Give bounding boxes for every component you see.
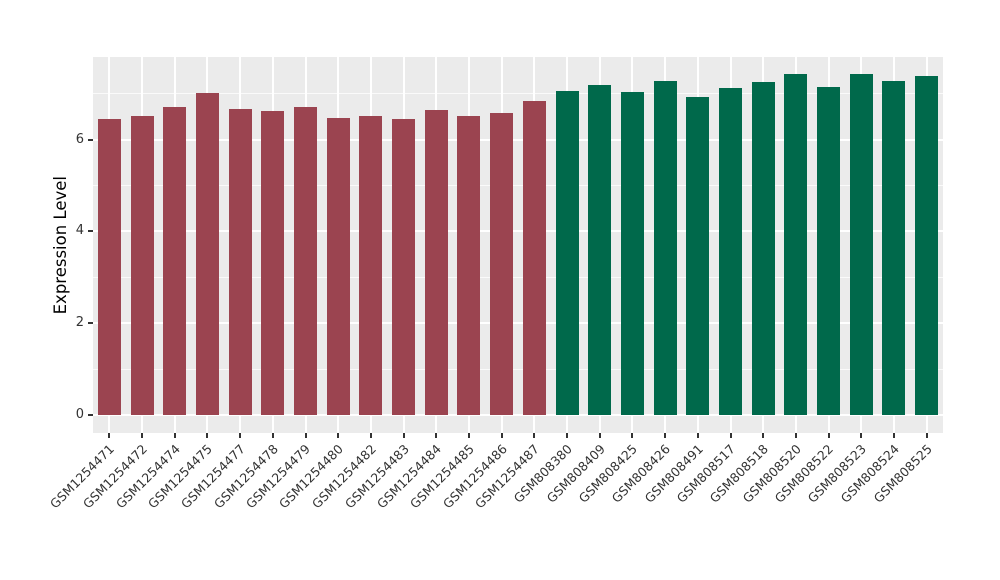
bar-GSM1254471 [97,119,121,415]
x-tick-mark-GSM1254475 [206,433,209,438]
x-tick-mark-GSM808517 [729,433,732,438]
bar-GSM1254485 [457,115,481,415]
x-tick-mark-GSM808520 [794,433,797,438]
bar-GSM1254477 [228,109,252,415]
x-tick-mark-GSM808522 [827,433,830,438]
x-tick-mark-GSM1254483 [402,433,405,438]
bar-GSM808491 [686,97,710,415]
plot-panel [93,57,943,433]
x-tick-mark-GSM1254487 [533,433,536,438]
x-tick-mark-GSM1254484 [435,433,438,438]
x-tick-mark-GSM1254471 [108,433,111,438]
x-tick-mark-GSM808525 [925,433,928,438]
y-axis-title: Expression Level [50,175,70,315]
x-tick-mark-GSM1254480 [337,433,340,438]
bar-GSM808517 [719,88,742,415]
x-tick-mark-GSM1254478 [271,433,274,438]
x-tick-mark-GSM808425 [631,433,634,438]
bar-GSM1254475 [195,93,219,415]
bar-GSM1254486 [490,113,514,415]
bar-GSM808522 [817,86,841,415]
x-tick-mark-GSM1254485 [467,433,470,438]
x-tick-mark-GSM808426 [664,433,667,438]
y-tick-label-6: 6 [75,131,84,147]
y-tick-label-2: 2 [75,315,84,331]
x-tick-mark-GSM808380 [566,433,569,438]
bar-GSM808409 [588,84,612,415]
bar-GSM808518 [751,81,775,415]
x-tick-mark-GSM1254482 [369,433,372,438]
bar-GSM1254472 [130,116,154,415]
bar-GSM1254474 [163,107,187,415]
bar-GSM808525 [915,75,939,415]
y-tick-mark-0 [88,414,93,416]
bar-GSM808523 [849,74,873,415]
bar-GSM808426 [653,80,677,415]
x-tick-mark-GSM1254477 [239,433,242,438]
y-tick-mark-6 [88,138,93,141]
y-tick-mark-4 [88,230,93,233]
gridline-minor-y3 [93,276,943,278]
bar-GSM1254478 [261,110,285,415]
bar-GSM808425 [620,92,644,415]
gridline-major-y4 [93,230,943,233]
gridline-major-y2 [93,322,943,325]
bar-GSM808524 [882,80,906,415]
y-tick-label-0: 0 [75,407,84,422]
gridline-minor-y5 [93,185,943,186]
bar-GSM1254487 [522,101,546,415]
bar-GSM1254483 [392,118,416,415]
bar-GSM1254479 [294,106,317,415]
x-tick-mark-GSM808523 [860,433,863,438]
x-tick-mark-GSM1254474 [173,433,176,438]
gridline-minor-y1 [93,368,943,370]
x-tick-mark-GSM1254486 [500,433,503,438]
x-tick-mark-GSM1254472 [141,433,144,438]
bar-GSM1254480 [326,117,350,415]
x-tick-mark-GSM1254479 [304,433,307,438]
gridline-major-y6 [93,138,943,141]
y-axis-title-container: Expression Level [48,57,72,433]
x-tick-mark-GSM808409 [598,433,601,438]
bar-GSM808380 [555,90,579,415]
bar-GSM1254482 [359,116,383,415]
x-tick-mark-GSM808491 [696,433,699,438]
x-tick-mark-GSM808518 [762,433,765,438]
gridline-minor-y7 [93,93,943,95]
bar-GSM1254484 [424,110,448,415]
y-tick-mark-2 [88,322,93,325]
x-tick-mark-GSM808524 [892,433,895,438]
bar-GSM808520 [784,73,808,415]
gridline-major-y0 [93,414,943,416]
y-tick-label-4: 4 [75,223,84,239]
